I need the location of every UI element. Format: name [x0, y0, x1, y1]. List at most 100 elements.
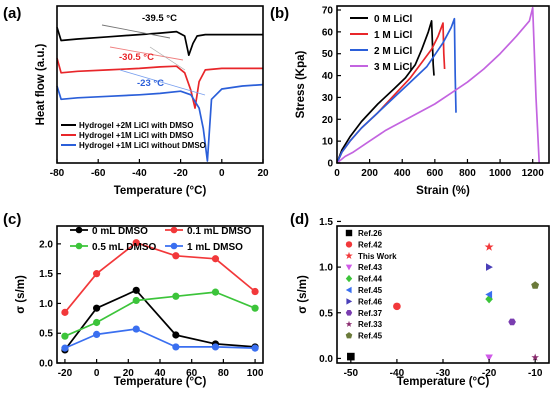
data-point — [132, 296, 140, 305]
plot-frame — [56, 5, 264, 164]
stress-strain-curve-1 — [336, 22, 446, 164]
y-tick-label: 1.0 — [39, 299, 53, 310]
legend-marker — [345, 229, 353, 237]
stress-strain-curve-2 — [336, 17, 457, 164]
legend-label: 1 mL DMSO — [187, 242, 243, 253]
x-tick-label: 80 — [218, 368, 230, 379]
series-line-3 — [64, 328, 256, 349]
annotation-onset-temp: -30.5 °C — [119, 52, 154, 63]
legend-marker — [345, 310, 353, 316]
x-tick-label: 20 — [123, 368, 135, 379]
x-axis-title: Temperature (°C) — [114, 376, 207, 388]
y-axis-title: σ (s/m) — [297, 275, 309, 314]
legend-label: Ref.42 — [358, 240, 383, 249]
x-tick-label: -40 — [132, 168, 147, 179]
series-line-2 — [64, 291, 256, 337]
data-point — [93, 318, 101, 327]
legend-marker — [345, 332, 353, 339]
data-point — [211, 343, 220, 351]
legend-label: Ref.46 — [358, 297, 383, 306]
legend-label: Ref.37 — [358, 309, 383, 318]
x-tick-label: 400 — [394, 168, 411, 179]
legend-label: 0 mL DMSO — [92, 226, 148, 237]
data-point — [211, 255, 220, 263]
annotation-onset-temp: -23 °C — [137, 78, 164, 89]
scatter-point — [486, 263, 493, 271]
y-axis-title: σ (s/m) — [15, 275, 27, 314]
x-tick-label: 100 — [247, 368, 264, 379]
legend-marker — [75, 226, 83, 234]
scatter-point — [485, 294, 493, 304]
data-point — [172, 331, 180, 339]
scatter-point — [531, 353, 539, 361]
y-tick-label: 0 — [327, 159, 333, 170]
legend-label: Ref.33 — [358, 320, 383, 329]
legend-label: 3 M LiCl — [374, 62, 413, 73]
y-tick-label: 0.5 — [319, 308, 333, 319]
data-point — [93, 330, 101, 339]
legend-marker — [75, 242, 83, 250]
x-tick-label: -20 — [482, 368, 497, 379]
x-axis-title: Strain (%) — [416, 185, 470, 197]
x-tick-label: 1200 — [522, 168, 545, 179]
legend-label: 1 M LiCl — [374, 30, 413, 41]
onset-tangent-line — [109, 46, 184, 61]
x-axis-title: Temperature (°C) — [397, 376, 490, 388]
legend-marker — [170, 242, 178, 250]
legend-label: Hydrogel +1M LiCl without DMSO — [79, 141, 206, 150]
x-tick-label: -10 — [528, 368, 543, 379]
legend-marker — [346, 298, 353, 305]
dsc-curve-0 — [56, 26, 263, 57]
legend-label: Ref.44 — [358, 275, 383, 284]
data-point — [93, 270, 101, 278]
onset-tangent-line — [119, 69, 206, 96]
scatter-point — [508, 318, 516, 326]
data-point — [132, 286, 140, 294]
legend-label: 2 M LiCl — [374, 46, 413, 57]
legend-marker — [345, 274, 353, 283]
stress-strain-curve-3 — [336, 6, 541, 164]
legend-label: Hydrogel +2M LiCl with DMSO — [79, 121, 193, 130]
y-tick-label: 40 — [322, 71, 334, 82]
chart-panel-b: 0 200 400 600 800 1000 1200 0 10 20 30 40 50 60 70 Stra… — [295, 5, 550, 197]
y-tick-label: 0.5 — [39, 329, 53, 340]
legend-label: 0.5 mL DMSO — [92, 242, 156, 253]
legend-marker — [170, 226, 178, 234]
dsc-curve-1 — [56, 57, 263, 109]
data-point — [61, 332, 69, 340]
y-axis-title: Stress (Kpa) — [295, 50, 307, 118]
panel-label-a: (a) — [3, 5, 21, 22]
legend-marker — [345, 264, 353, 271]
y-tick-label: 2.0 — [39, 239, 53, 250]
y-tick-label: 1.5 — [319, 217, 333, 228]
x-tick-label: 800 — [459, 168, 476, 179]
y-tick-label: 1.5 — [39, 269, 53, 280]
x-tick-label: 40 — [154, 368, 166, 379]
legend-label: Ref.45 — [358, 286, 383, 295]
data-point — [61, 308, 69, 316]
data-point — [132, 325, 140, 333]
data-point — [172, 343, 180, 351]
data-point — [172, 292, 180, 300]
legend-label: 0.1 mL DMSO — [187, 226, 251, 237]
panel-label-c: (c) — [3, 211, 21, 228]
x-tick-label: 200 — [361, 168, 378, 179]
panel-label-d: (d) — [290, 211, 309, 228]
legend-label: 0 M LiCl — [374, 14, 413, 25]
data-point — [93, 304, 101, 312]
y-axis-title: Heat flow (a.u.) — [35, 43, 47, 125]
x-tick-label: 0 — [219, 168, 225, 179]
x-tick-label: -50 — [344, 368, 359, 379]
x-tick-label: -20 — [173, 168, 188, 179]
legend-marker — [345, 251, 353, 259]
y-tick-label: 50 — [322, 49, 334, 60]
legend-marker — [345, 286, 352, 294]
chart-panel-a: -39.5 °C -30.5 °C -23 °C -80 -60 -40 -20 0 20 Tem… — [35, 5, 269, 197]
y-tick-label: 10 — [322, 137, 334, 148]
x-tick-label: -30 — [436, 368, 451, 379]
data-point — [172, 252, 180, 260]
dsc-curve-2 — [56, 83, 264, 162]
scatter-point — [347, 352, 355, 361]
x-tick-label: 0 — [94, 368, 100, 379]
legend-marker — [345, 241, 353, 248]
